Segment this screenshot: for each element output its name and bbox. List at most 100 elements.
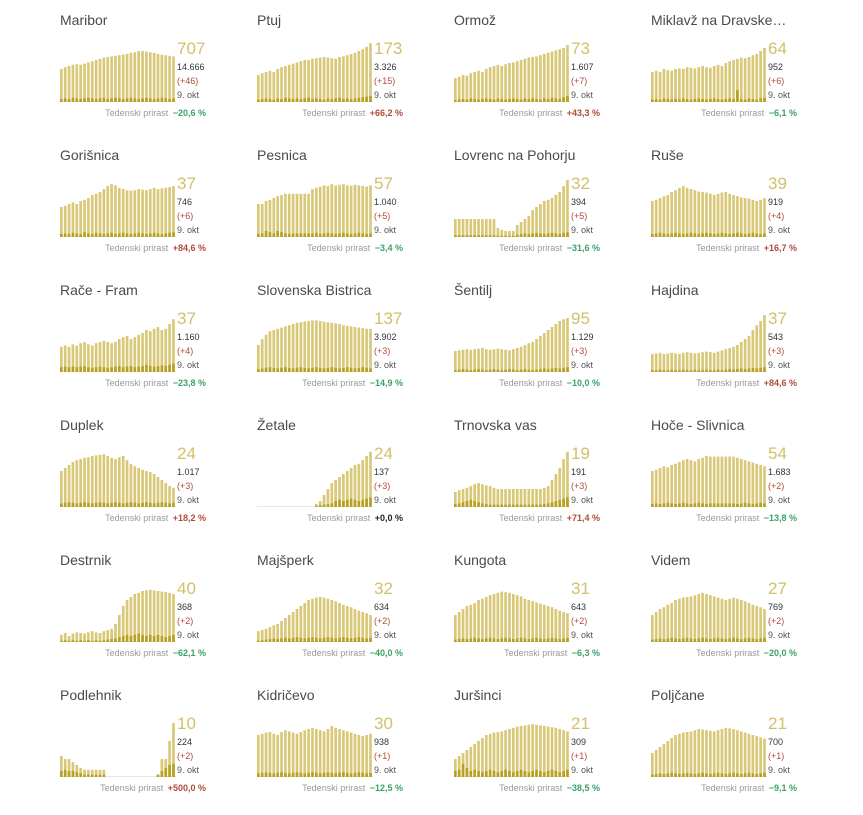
date-label: 9. okt: [768, 360, 791, 370]
bar-new-cases: [330, 637, 334, 642]
bar-new-cases: [137, 503, 140, 507]
municipality-card[interactable]: Ormož 73 1.607 (+7) 9. okt Tedenski prir…: [454, 10, 644, 140]
municipality-card[interactable]: Ptuj 173 3.326 (+15) 9. okt Tedenski pri…: [257, 10, 447, 140]
weekly-growth-value: −14,9 %: [369, 378, 403, 388]
bar: [268, 199, 272, 237]
bar: [318, 321, 322, 372]
bar-new-cases: [284, 97, 287, 102]
municipality-card[interactable]: Videm 27 769 (+2) 9. okt Tedenski priras…: [651, 550, 841, 680]
bar-new-cases: [662, 639, 666, 642]
bar-new-cases: [512, 369, 515, 372]
bar: [546, 726, 550, 777]
bar: [75, 64, 79, 102]
municipality-card[interactable]: Juršinci 21 309 (+1) 9. okt Tedenski pri…: [454, 685, 644, 815]
bar-new-cases: [287, 234, 291, 237]
weekly-growth-value: −23,8 %: [172, 378, 206, 388]
bar-new-cases: [500, 771, 504, 777]
bar-new-cases: [338, 499, 341, 507]
bar: [484, 219, 488, 237]
total-cases-value: 634: [374, 602, 390, 612]
daily-delta-value: (+6): [177, 211, 194, 221]
bar: [515, 489, 519, 507]
bar-new-cases: [755, 503, 759, 507]
bar: [156, 189, 160, 237]
weekly-growth-value: −38,5 %: [566, 783, 600, 793]
municipality-card[interactable]: Majšperk 32 634 (+2) 9. okt Tedenski pri…: [257, 550, 447, 680]
bar-new-cases: [67, 502, 71, 507]
bar-new-cases: [519, 637, 523, 642]
bar-new-cases: [357, 501, 361, 507]
bar-new-cases: [681, 98, 685, 102]
bar-new-cases: [118, 637, 121, 642]
municipality-card[interactable]: Hoče - Slivnica 54 1.683 (+2) 9. okt Ted…: [651, 415, 841, 545]
bar-new-cases: [303, 233, 307, 237]
bar: [531, 210, 534, 237]
bar: [566, 180, 569, 237]
bar: [349, 607, 353, 642]
bar: [63, 205, 67, 237]
bar: [743, 460, 747, 507]
bar-new-cases: [60, 503, 63, 507]
bar: [763, 466, 766, 507]
municipality-card[interactable]: Maribor 707 14.666 (+46) 9. okt Tedenski…: [60, 10, 250, 140]
bar: [484, 597, 488, 642]
municipality-card[interactable]: Kungota 31 643 (+2) 9. okt Tedenski prir…: [454, 550, 644, 680]
bar-new-cases: [334, 98, 337, 102]
bar-new-cases: [129, 636, 133, 642]
bar: [79, 633, 82, 642]
municipality-card[interactable]: Destrnik 40 368 (+2) 9. okt Tedenski pri…: [60, 550, 250, 680]
bar: [709, 352, 712, 372]
bar: [658, 72, 662, 102]
weekly-growth-label: Tedenski prirast: [307, 243, 371, 253]
bar-new-cases: [531, 233, 534, 237]
bar: [542, 604, 546, 642]
municipality-card[interactable]: Pesnica 57 1.040 (+5) 9. okt Tedenski pr…: [257, 145, 447, 275]
municipality-card[interactable]: Miklavž na Dravske… 64 952 (+6) 9. okt T…: [651, 10, 841, 140]
bar-new-cases: [488, 99, 492, 102]
municipality-card[interactable]: Duplek 24 1.017 (+3) 9. okt Tedenski pri…: [60, 415, 250, 545]
bar-new-cases: [345, 233, 349, 237]
bar-new-cases: [87, 774, 90, 777]
bar: [137, 468, 140, 507]
municipality-card[interactable]: Podlehnik 10 224 (+2) 9. okt Tedenski pr…: [60, 685, 250, 815]
bar: [152, 187, 156, 237]
municipality-card[interactable]: Poljčane 21 700 (+1) 9. okt Tedenski pri…: [651, 685, 841, 815]
bar-new-cases: [102, 234, 106, 237]
bar: [481, 738, 484, 777]
bar: [94, 60, 98, 102]
bar-new-cases: [492, 369, 496, 372]
bar: [512, 727, 515, 777]
total-cases-value: 3.326: [374, 62, 397, 72]
municipality-card[interactable]: Gorišnica 37 746 (+6) 9. okt Tedenski pr…: [60, 145, 250, 275]
bar-new-cases: [152, 366, 156, 372]
daily-delta-value: (+46): [177, 76, 199, 86]
bar-new-cases: [334, 367, 337, 372]
bar-new-cases: [102, 502, 106, 507]
bar: [315, 504, 318, 507]
bar: [662, 607, 666, 642]
municipality-card[interactable]: Trnovska vas 19 191 (+3) 9. okt Tedenski…: [454, 415, 644, 545]
municipality-card[interactable]: Šentilj 95 1.129 (+3) 9. okt Tedenski pr…: [454, 280, 644, 410]
bar-new-cases: [114, 97, 117, 102]
municipality-card[interactable]: Hajdina 37 543 (+3) 9. okt Tedenski prir…: [651, 280, 841, 410]
bar-new-cases: [751, 504, 755, 507]
bar-new-cases: [106, 639, 110, 642]
bar: [535, 56, 538, 102]
bar: [527, 216, 531, 237]
bar-new-cases: [129, 502, 133, 507]
bar: [550, 51, 554, 102]
municipality-card[interactable]: Ruše 39 919 (+4) 9. okt Tedenski prirast…: [651, 145, 841, 275]
weekly-growth-label: Tedenski prirast: [302, 378, 366, 388]
municipality-card[interactable]: Žetale 24 137 (+3) 9. okt Tedenski prira…: [257, 415, 447, 545]
municipality-card[interactable]: Lovrenc na Pohorju 32 394 (+5) 9. okt Te…: [454, 145, 644, 275]
bar-new-cases: [508, 771, 511, 777]
active-cases-value: 30: [374, 714, 393, 733]
municipality-card[interactable]: Kidričevo 30 938 (+1) 9. okt Tedenski pr…: [257, 685, 447, 815]
bar-new-cases: [712, 370, 716, 372]
bar: [326, 186, 330, 237]
municipality-card[interactable]: Slovenska Bistrica 137 3.902 (+3) 9. okt…: [257, 280, 447, 410]
bar: [257, 631, 260, 642]
municipality-card[interactable]: Rače - Fram 37 1.160 (+4) 9. okt Tedensk…: [60, 280, 250, 410]
bar-new-cases: [504, 369, 507, 372]
bar: [338, 729, 341, 777]
